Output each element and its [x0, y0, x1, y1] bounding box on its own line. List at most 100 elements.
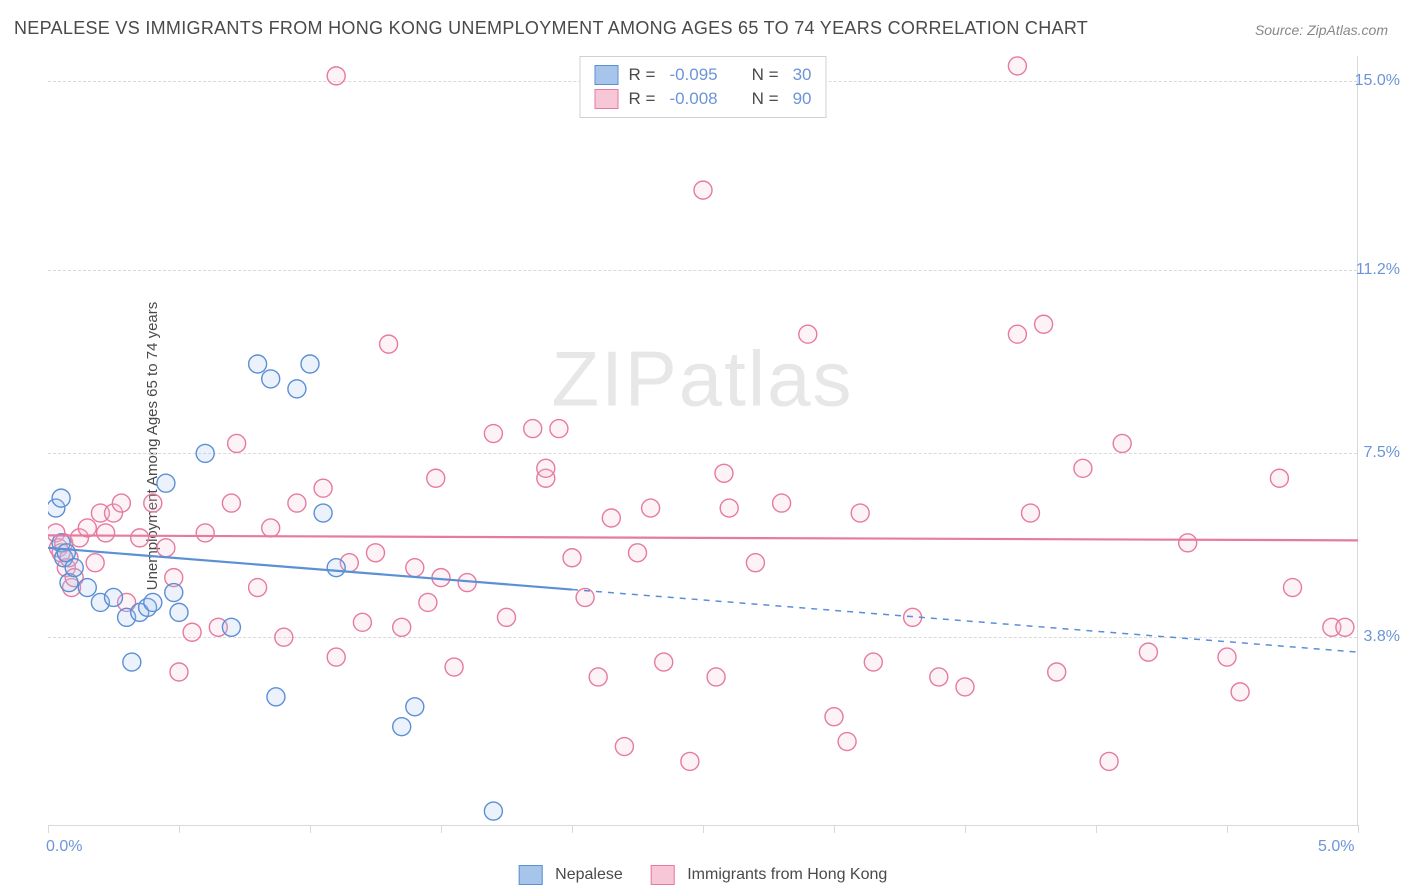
data-point — [314, 479, 332, 497]
data-point — [1218, 648, 1236, 666]
data-point — [393, 718, 411, 736]
data-point — [380, 335, 398, 353]
data-point — [589, 668, 607, 686]
data-point — [746, 554, 764, 572]
data-point — [78, 579, 96, 597]
source-attribution: Source: ZipAtlas.com — [1255, 22, 1388, 38]
legend-swatch — [595, 89, 619, 109]
y-tick-label: 3.8% — [1364, 628, 1400, 646]
data-point — [249, 579, 267, 597]
y-tick-label: 7.5% — [1364, 444, 1400, 462]
x-tick — [1227, 825, 1228, 833]
data-point — [144, 593, 162, 611]
data-point — [1008, 325, 1026, 343]
data-point — [353, 613, 371, 631]
data-point — [267, 688, 285, 706]
data-point — [157, 539, 175, 557]
x-tick — [703, 825, 704, 833]
legend-row: R = -0.008 N = 90 — [595, 87, 812, 111]
data-point — [681, 752, 699, 770]
legend-N-label: N = — [752, 89, 779, 109]
data-point — [222, 618, 240, 636]
data-point — [288, 494, 306, 512]
legend-R-value: -0.095 — [669, 65, 717, 85]
data-point — [524, 420, 542, 438]
legend-row: R = -0.095 N = 30 — [595, 63, 812, 87]
trend-line-extrapolated — [572, 590, 1358, 653]
x-tick-label-min: 0.0% — [46, 838, 82, 856]
data-point — [550, 420, 568, 438]
data-point — [1113, 434, 1131, 452]
legend-item: Nepalese — [519, 865, 623, 885]
data-point — [602, 509, 620, 527]
legend-N-value: 90 — [793, 89, 812, 109]
x-tick — [1358, 825, 1359, 833]
x-tick — [1096, 825, 1097, 833]
data-point — [864, 653, 882, 671]
legend-R-label: R = — [629, 65, 656, 85]
data-point — [196, 524, 214, 542]
data-point — [851, 504, 869, 522]
data-point — [65, 559, 83, 577]
data-point — [314, 504, 332, 522]
data-point — [170, 603, 188, 621]
data-point — [222, 494, 240, 512]
data-point — [228, 434, 246, 452]
data-point — [275, 628, 293, 646]
data-point — [249, 355, 267, 373]
data-point — [715, 464, 733, 482]
data-point — [694, 181, 712, 199]
data-point — [720, 499, 738, 517]
data-point — [615, 738, 633, 756]
legend-swatch — [595, 65, 619, 85]
data-point — [165, 584, 183, 602]
data-point — [78, 519, 96, 537]
data-point — [1022, 504, 1040, 522]
correlation-legend: R = -0.095 N = 30 R = -0.008 N = 90 — [580, 56, 827, 118]
data-point — [196, 444, 214, 462]
data-point — [825, 708, 843, 726]
data-point — [393, 618, 411, 636]
data-point — [327, 67, 345, 85]
y-tick-label: 15.0% — [1355, 72, 1400, 90]
series-legend: Nepalese Immigrants from Hong Kong — [519, 865, 888, 885]
data-point — [97, 524, 115, 542]
data-point — [406, 559, 424, 577]
data-point — [1231, 683, 1249, 701]
data-point — [1336, 618, 1354, 636]
data-point — [157, 474, 175, 492]
data-point — [262, 519, 280, 537]
data-point — [419, 593, 437, 611]
x-tick — [179, 825, 180, 833]
data-point — [445, 658, 463, 676]
legend-item: Immigrants from Hong Kong — [651, 865, 888, 885]
data-point — [327, 559, 345, 577]
data-point — [956, 678, 974, 696]
data-point — [537, 459, 555, 477]
data-point — [838, 733, 856, 751]
data-point — [484, 802, 502, 820]
data-point — [301, 355, 319, 373]
legend-label: Immigrants from Hong Kong — [687, 866, 887, 883]
plot-area: ZIPatlas — [48, 56, 1358, 826]
legend-R-value: -0.008 — [669, 89, 717, 109]
data-point — [773, 494, 791, 512]
legend-swatch — [519, 865, 543, 885]
trend-line — [48, 535, 1358, 540]
data-point — [170, 663, 188, 681]
data-point — [131, 529, 149, 547]
data-point — [1179, 534, 1197, 552]
data-point — [1074, 459, 1092, 477]
data-point — [86, 554, 104, 572]
data-point — [1284, 579, 1302, 597]
legend-swatch — [651, 865, 675, 885]
data-point — [930, 668, 948, 686]
data-point — [327, 648, 345, 666]
data-point — [144, 494, 162, 512]
y-tick-label: 11.2% — [1356, 261, 1400, 279]
data-point — [484, 425, 502, 443]
data-point — [406, 698, 424, 716]
data-point — [1139, 643, 1157, 661]
x-tick — [834, 825, 835, 833]
data-point — [799, 325, 817, 343]
